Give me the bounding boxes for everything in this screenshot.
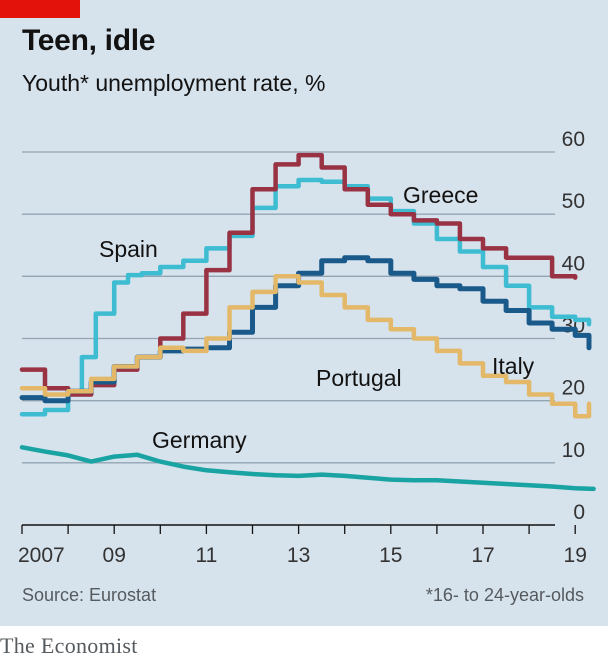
series-line-spain [19,177,592,417]
x-tick-label: 2007 [18,544,65,567]
y-tick-label: 60 [562,128,585,151]
y-tick-label: 0 [573,501,585,524]
series-labels: Greece Spain Italy Portugal Germany [99,182,535,453]
chart-subtitle: Youth* unemployment rate, % [22,70,326,96]
y-tick-label: 40 [562,252,585,275]
series-line-germany [19,445,596,492]
y-tick-label: 50 [562,190,585,213]
brand-red-tag [0,0,80,18]
footnote: *16- to 24-year-olds [425,585,584,605]
x-tick-label: 15 [379,544,402,567]
x-tick-label: 09 [103,544,126,567]
x-axis [21,524,576,534]
x-tick-label: 11 [195,544,217,567]
x-tick-label: 19 [564,544,587,567]
brand-wordmark: The Economist [0,633,138,658]
series-label-germany: Germany [152,427,247,453]
x-axis-ticks: 2007 09 11 13 15 17 19 [18,544,587,567]
x-tick-label: 17 [471,544,494,567]
series-lines [19,152,596,492]
grid-lines [22,151,555,464]
y-tick-label: 10 [562,439,585,462]
source-note: Source: Eurostat [22,585,157,605]
x-tick-label: 13 [287,544,310,567]
series-line-portugal [19,274,592,419]
chart-title: Teen, idle [22,24,156,57]
series-label-italy: Italy [492,353,535,379]
series-label-spain: Spain [99,236,158,262]
series-label-greece: Greece [403,182,478,208]
series-label-portugal: Portugal [316,365,402,391]
y-tick-label: 20 [562,377,585,400]
